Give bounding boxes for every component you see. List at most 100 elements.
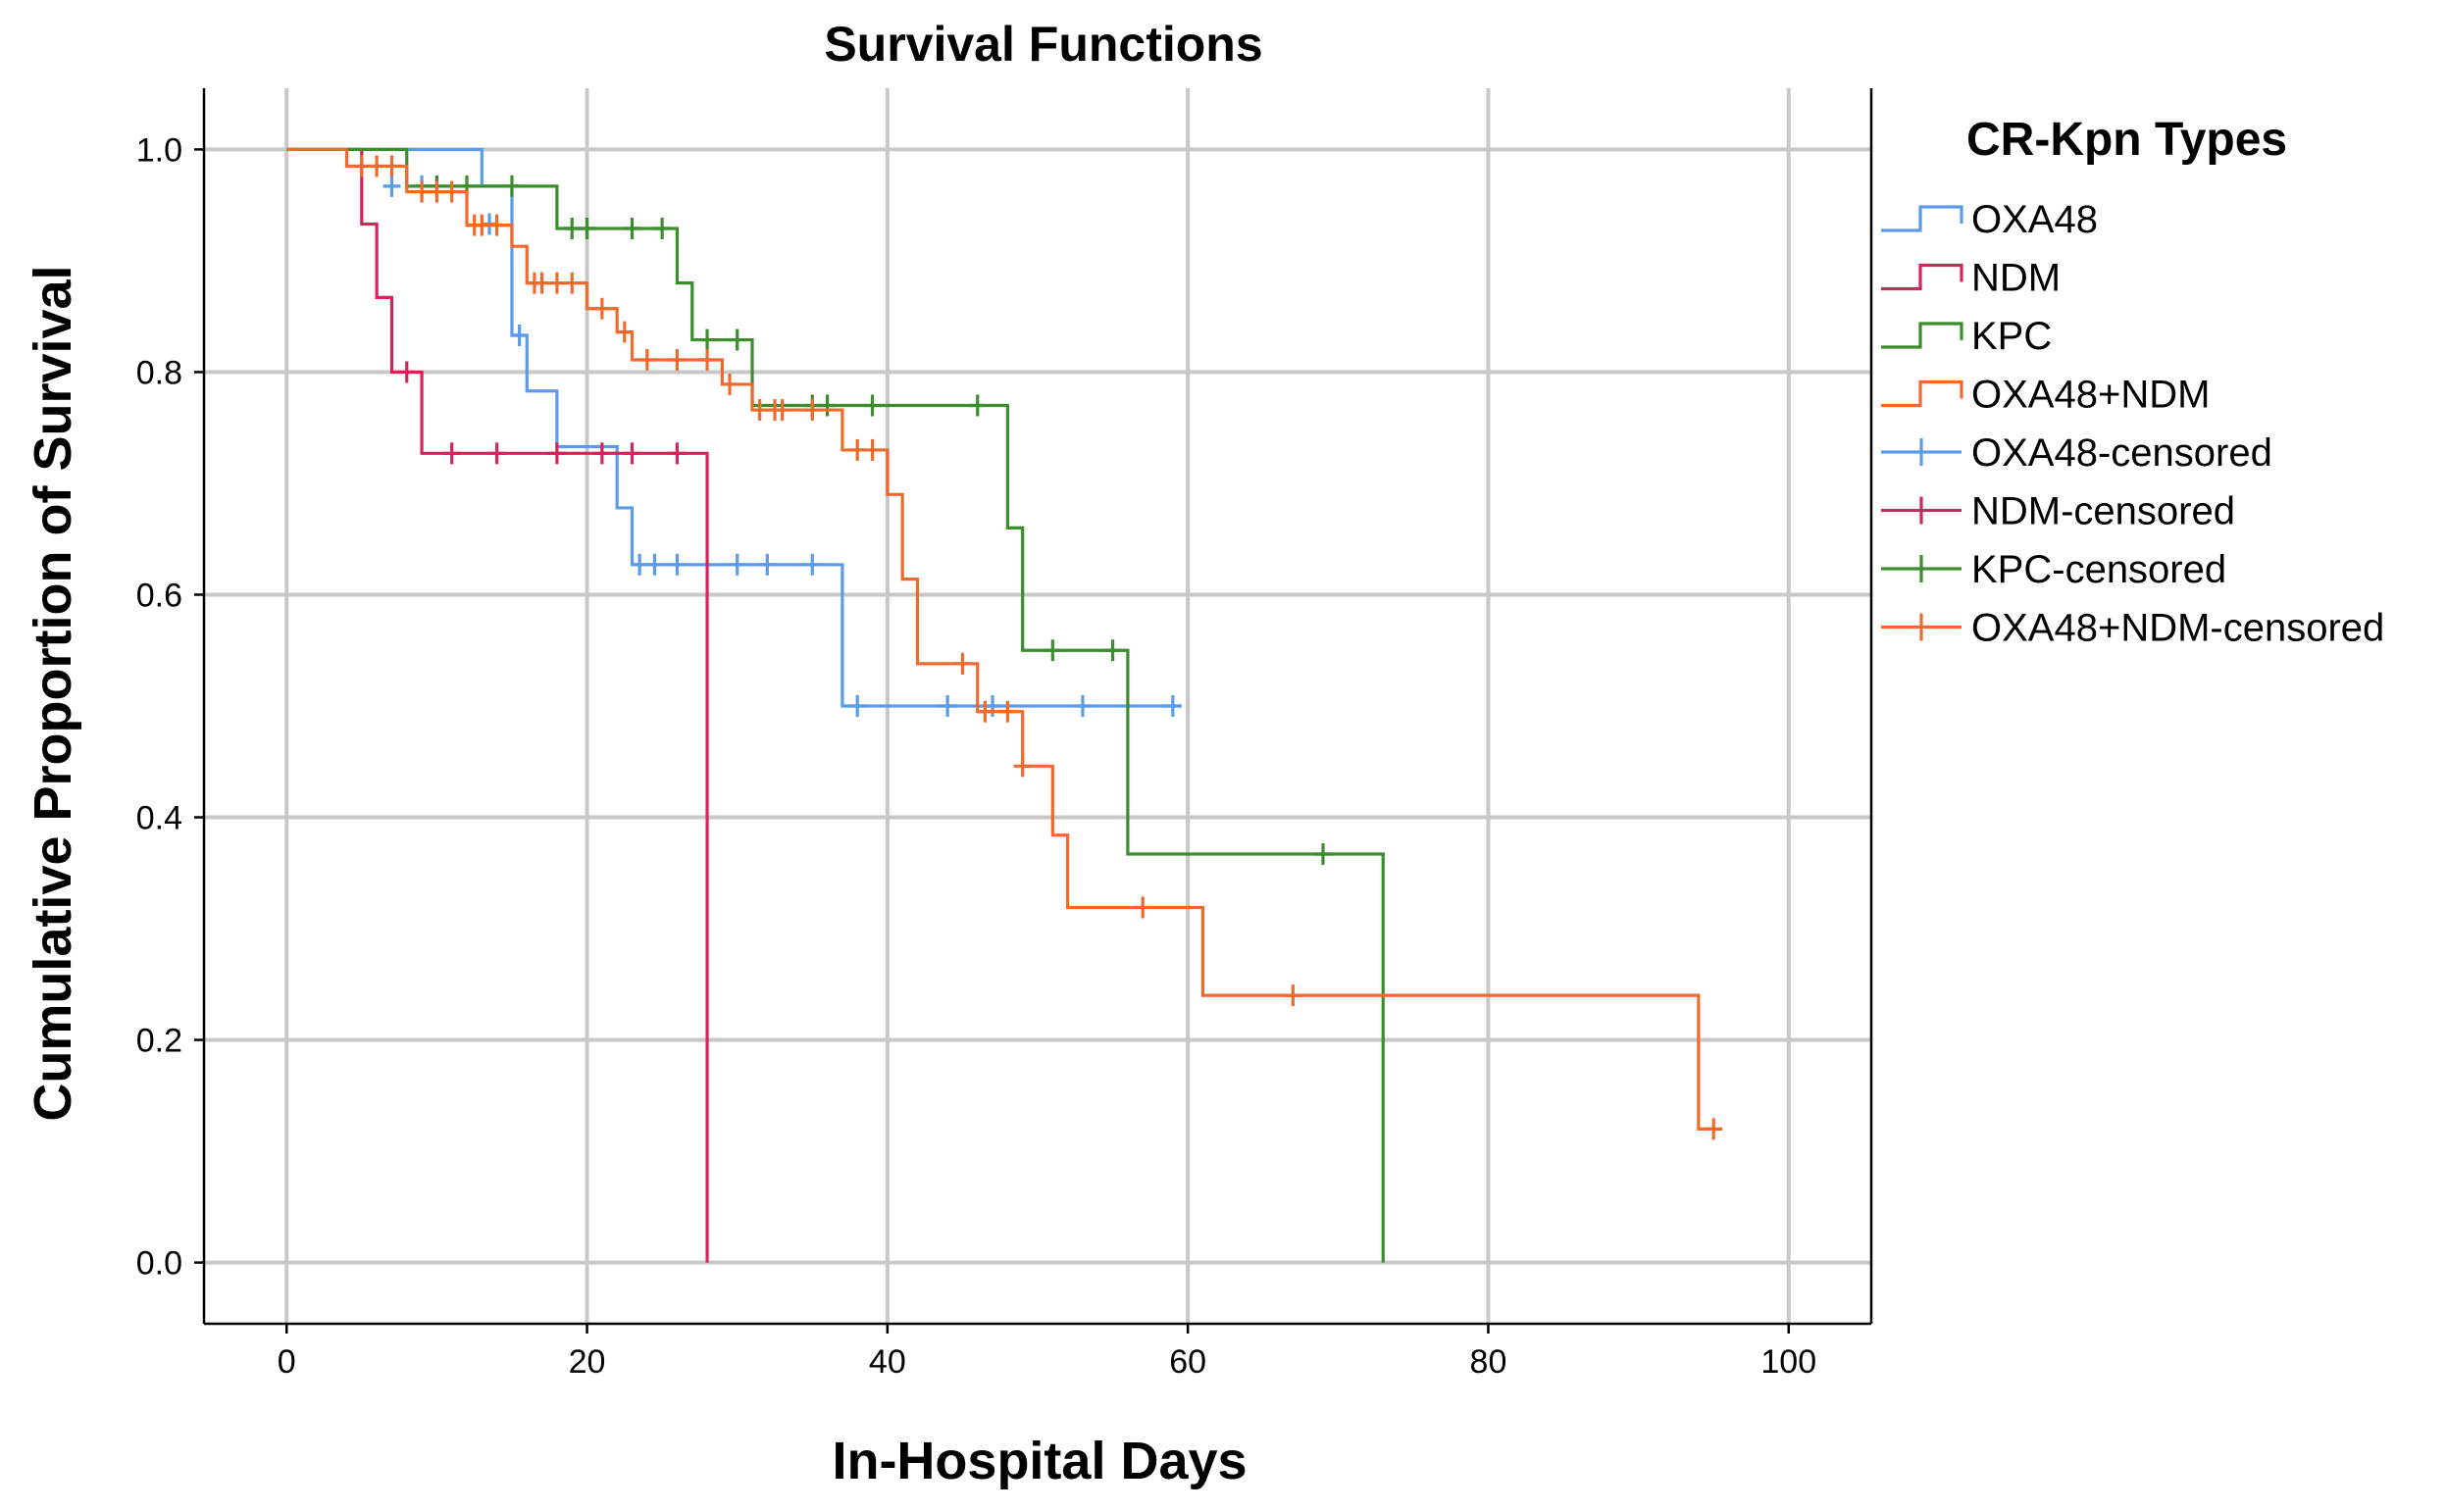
- series-ndm: [286, 147, 709, 1263]
- censor-mark: [442, 180, 461, 203]
- censor-mark: [653, 218, 672, 240]
- legend-item-ndm: NDM: [1881, 257, 2061, 300]
- legend: CR-Kpn Types OXA48 NDM KPC OXA48+NDM OXA48-c…: [1881, 114, 2384, 650]
- censor-mark: [533, 272, 551, 294]
- censor-mark: [631, 553, 649, 576]
- censor-mark: [848, 695, 867, 717]
- censor-mark: [563, 272, 582, 294]
- censor-mark: [510, 325, 529, 346]
- censor-mark: [758, 553, 777, 576]
- censor-mark: [1073, 695, 1092, 717]
- curve-ndm: [286, 147, 709, 1263]
- y-tick-label: 1.0: [136, 131, 182, 169]
- y-tick-label: 0.2: [136, 1023, 182, 1060]
- legend-item-oxa48: OXA48: [1881, 198, 2098, 241]
- censor-mark: [750, 399, 769, 422]
- censor-mark: [368, 155, 386, 177]
- legend-item-oxa48-ndm: OXA48+NDM: [1881, 374, 2210, 417]
- legend-label: OXA48+NDM: [1971, 374, 2210, 417]
- legend-swatch-step: [1881, 263, 1963, 291]
- curve-oxa48-ndm: [286, 147, 1714, 1131]
- censor-mark: [773, 399, 791, 422]
- censor-mark: [803, 399, 822, 422]
- legend-label: KPC: [1971, 315, 2052, 358]
- censor-mark: [863, 438, 882, 461]
- censor-mark: [578, 218, 596, 240]
- x-tick-label: 40: [869, 1343, 906, 1381]
- censor-mark: [563, 218, 582, 240]
- censor-mark: [668, 348, 687, 371]
- censor-mark: [998, 700, 1017, 723]
- censor-mark: [645, 553, 664, 576]
- x-tick-label: 0: [278, 1343, 296, 1381]
- censor-mark: [615, 321, 634, 343]
- legend-label: NDM-censored: [1971, 490, 2235, 533]
- y-tick-label: 0.0: [136, 1245, 182, 1283]
- censor-mark: [939, 695, 957, 717]
- censor-mark: [863, 394, 882, 417]
- censor-mark: [976, 700, 994, 723]
- censor-mark: [382, 155, 401, 177]
- x-tick-label: 80: [1470, 1343, 1507, 1381]
- censor-mark: [442, 442, 461, 465]
- legend-title: CR-Kpn Types: [1966, 114, 2287, 166]
- censor-mark: [592, 442, 611, 465]
- series-oxa48-ndm: [286, 147, 1723, 1140]
- x-tick-label: 60: [1169, 1343, 1206, 1381]
- censor-mark: [1134, 896, 1152, 919]
- y-tick-label: 0.8: [136, 354, 182, 391]
- legend-label: NDM: [1971, 257, 2061, 300]
- censor-mark: [984, 695, 1002, 717]
- legend-swatch-step: [1881, 322, 1963, 349]
- censor-mark: [487, 442, 506, 465]
- censor-mark: [728, 553, 746, 576]
- censor-mark: [698, 328, 717, 351]
- censor-mark: [623, 442, 641, 465]
- censor-mark: [1013, 755, 1032, 778]
- series-kpc: [286, 147, 1385, 1263]
- censor-mark: [623, 218, 641, 240]
- censor-mark: [728, 328, 746, 351]
- censor-mark: [721, 373, 739, 395]
- y-tick-label: 0.4: [136, 800, 182, 837]
- censor-mark: [1313, 842, 1332, 865]
- legend-item-kpc-censored: KPC-censored: [1881, 548, 2226, 591]
- legend-label: OXA48-censored: [1971, 431, 2272, 475]
- censor-mark: [1705, 1118, 1723, 1140]
- censor-mark: [487, 214, 506, 236]
- legend-label: KPC-censored: [1971, 548, 2226, 591]
- censor-mark: [668, 442, 687, 465]
- y-tick-label: 0.6: [136, 577, 182, 614]
- censor-mark: [1103, 639, 1122, 662]
- curve-kpc: [286, 147, 1385, 1263]
- censor-mark: [637, 348, 656, 371]
- censor-mark: [428, 180, 446, 203]
- x-axis-title: In-Hospital Days: [832, 1432, 1247, 1490]
- censor-mark: [848, 438, 867, 461]
- legend-item-oxa48-censored: OXA48-censored: [1881, 431, 2272, 475]
- censor-mark: [803, 553, 822, 576]
- series-layer: [286, 147, 1723, 1263]
- legend-item-oxa48-ndm-censored: OXA48+NDM-censored: [1881, 607, 2384, 650]
- censor-mark: [547, 442, 566, 465]
- chart-title: Survival Functions: [824, 17, 1262, 72]
- censor-mark: [818, 394, 837, 417]
- x-tick-label: 20: [569, 1343, 606, 1381]
- censor-mark: [382, 175, 401, 197]
- censor-mark: [1044, 639, 1062, 662]
- x-tick-label: 100: [1760, 1343, 1816, 1381]
- legend-item-ndm-censored: NDM-censored: [1881, 490, 2235, 533]
- censor-mark: [1284, 984, 1302, 1007]
- censor-mark: [968, 394, 987, 417]
- legend-label: OXA48+NDM-censored: [1971, 607, 2384, 650]
- censor-mark: [502, 175, 521, 197]
- censor-mark: [413, 180, 432, 203]
- legend-swatch-step: [1881, 379, 1963, 408]
- censor-mark: [592, 297, 611, 320]
- censor-mark: [352, 155, 371, 177]
- censor-mark: [397, 361, 416, 383]
- censor-mark: [668, 553, 687, 576]
- y-axis-title: Cumulative Proportion of Survival: [24, 265, 82, 1121]
- censor-mark: [547, 272, 566, 294]
